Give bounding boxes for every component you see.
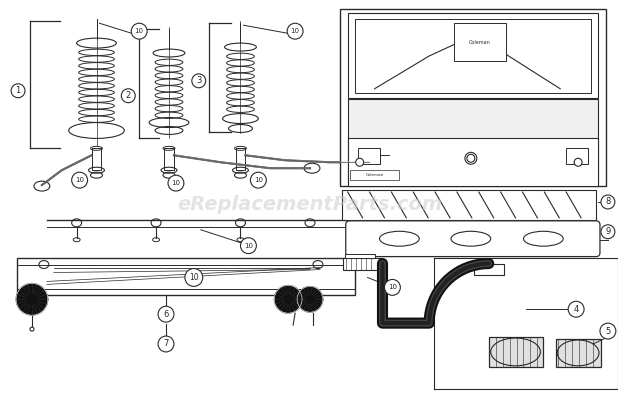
Circle shape bbox=[467, 154, 475, 162]
Circle shape bbox=[168, 175, 184, 191]
Circle shape bbox=[72, 172, 87, 188]
Circle shape bbox=[250, 172, 267, 188]
Circle shape bbox=[192, 74, 206, 88]
Circle shape bbox=[241, 238, 257, 254]
Bar bbox=[340, 9, 606, 186]
Bar bbox=[489, 337, 543, 367]
Bar bbox=[342, 190, 596, 220]
Bar bbox=[556, 339, 601, 367]
Text: 2: 2 bbox=[126, 91, 131, 100]
Bar bbox=[236, 148, 246, 170]
Text: 10: 10 bbox=[291, 28, 299, 34]
Circle shape bbox=[356, 158, 363, 166]
Circle shape bbox=[274, 285, 302, 313]
Circle shape bbox=[30, 327, 34, 331]
Text: 9: 9 bbox=[605, 227, 611, 236]
Text: 5: 5 bbox=[605, 327, 611, 336]
Text: 4: 4 bbox=[574, 305, 578, 314]
Text: 7: 7 bbox=[163, 339, 169, 349]
Text: 10: 10 bbox=[244, 243, 253, 249]
Text: 10: 10 bbox=[172, 180, 180, 186]
Text: 6: 6 bbox=[163, 310, 169, 319]
Bar bbox=[348, 13, 598, 98]
Text: 3: 3 bbox=[196, 76, 202, 85]
Circle shape bbox=[297, 287, 323, 312]
Bar bbox=[566, 148, 588, 164]
Circle shape bbox=[158, 336, 174, 352]
Bar bbox=[17, 258, 355, 295]
Circle shape bbox=[158, 306, 174, 322]
Bar bbox=[358, 148, 379, 164]
Bar bbox=[348, 99, 598, 183]
Text: Coleman: Coleman bbox=[365, 173, 384, 177]
Circle shape bbox=[16, 283, 48, 315]
Bar bbox=[350, 170, 399, 180]
Circle shape bbox=[574, 158, 582, 166]
Text: eReplacementParts.com: eReplacementParts.com bbox=[177, 195, 443, 215]
Bar bbox=[454, 23, 506, 61]
Circle shape bbox=[185, 269, 203, 287]
Text: 10: 10 bbox=[189, 273, 198, 282]
Bar bbox=[474, 263, 503, 275]
Text: 1: 1 bbox=[16, 86, 20, 95]
Bar bbox=[92, 148, 102, 170]
FancyBboxPatch shape bbox=[346, 221, 600, 257]
Circle shape bbox=[131, 23, 147, 39]
Circle shape bbox=[122, 89, 135, 103]
Bar bbox=[345, 254, 374, 258]
Bar bbox=[164, 148, 174, 170]
Circle shape bbox=[600, 323, 616, 339]
Text: 10: 10 bbox=[388, 285, 397, 291]
Circle shape bbox=[11, 84, 25, 98]
Bar bbox=[355, 19, 591, 93]
Bar bbox=[343, 258, 383, 269]
Circle shape bbox=[601, 225, 615, 239]
Circle shape bbox=[384, 279, 401, 295]
Text: Coleman: Coleman bbox=[469, 40, 490, 45]
Text: 8: 8 bbox=[605, 197, 611, 207]
Text: 10: 10 bbox=[75, 177, 84, 183]
Circle shape bbox=[465, 152, 477, 164]
Text: 10: 10 bbox=[254, 177, 263, 183]
Circle shape bbox=[568, 301, 584, 317]
Bar bbox=[348, 139, 598, 186]
Circle shape bbox=[287, 23, 303, 39]
Circle shape bbox=[601, 195, 615, 209]
Text: 10: 10 bbox=[135, 28, 144, 34]
